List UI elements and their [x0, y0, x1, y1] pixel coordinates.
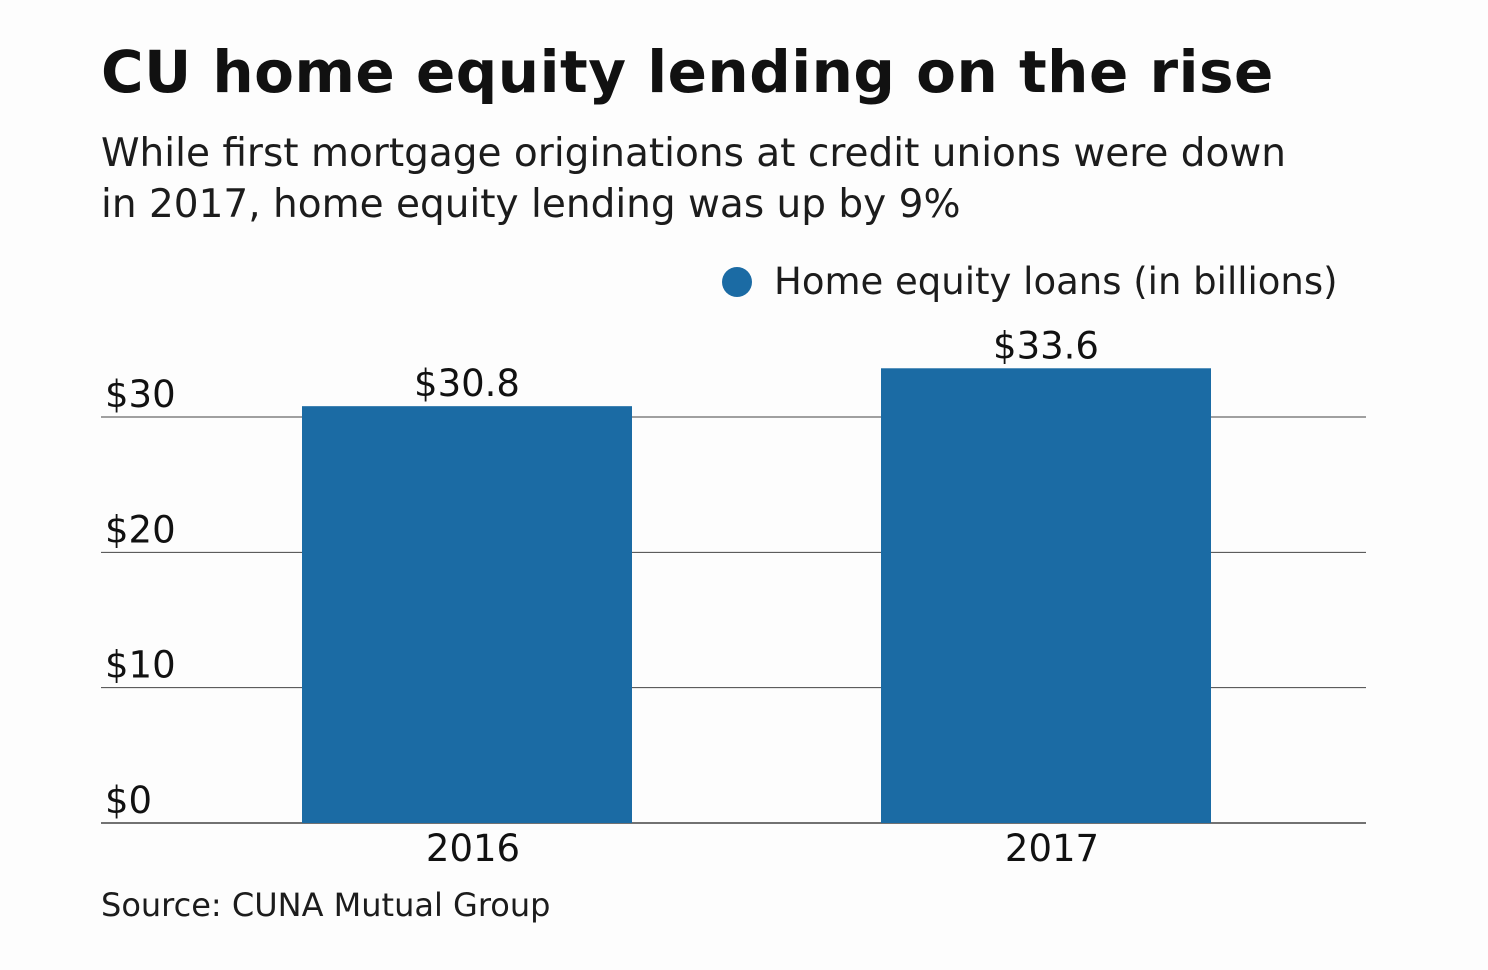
y-tick-label: $20 — [105, 508, 176, 551]
y-tick-label: $30 — [105, 373, 176, 416]
legend-swatch — [722, 266, 752, 297]
legend-label: Home equity loans (in billions) — [774, 260, 1338, 303]
chart-subtitle: While first mortgage originations at cre… — [101, 131, 1287, 227]
value-label: $30.8 — [414, 362, 520, 405]
x-tick-label: 2017 — [1005, 827, 1099, 870]
value-labels: $30.8 $33.6 — [414, 324, 1099, 405]
source-note: Source: CUNA Mutual Group — [101, 886, 551, 924]
chart-title: CU home equity lending on the rise — [101, 38, 1274, 106]
value-label: $33.6 — [993, 324, 1099, 367]
x-axis-labels: 2016 2017 — [426, 827, 1099, 870]
y-tick-label: $10 — [105, 644, 176, 687]
bars — [302, 368, 1211, 823]
legend: Home equity loans (in billions) — [722, 260, 1338, 303]
bar — [881, 368, 1211, 823]
y-axis-labels: $0 $10 $20 $30 — [105, 373, 176, 822]
x-tick-label: 2016 — [426, 827, 520, 870]
y-tick-label: $0 — [105, 779, 152, 822]
bar — [302, 406, 632, 823]
